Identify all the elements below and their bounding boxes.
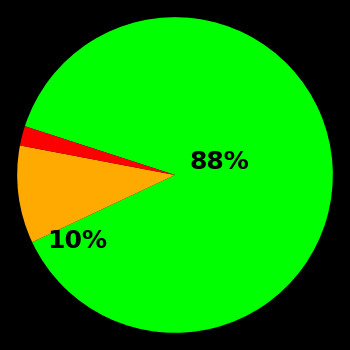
Wedge shape (17, 146, 175, 242)
Wedge shape (25, 17, 333, 333)
Wedge shape (20, 126, 175, 175)
Text: 10%: 10% (47, 229, 107, 253)
Text: 88%: 88% (189, 150, 249, 174)
